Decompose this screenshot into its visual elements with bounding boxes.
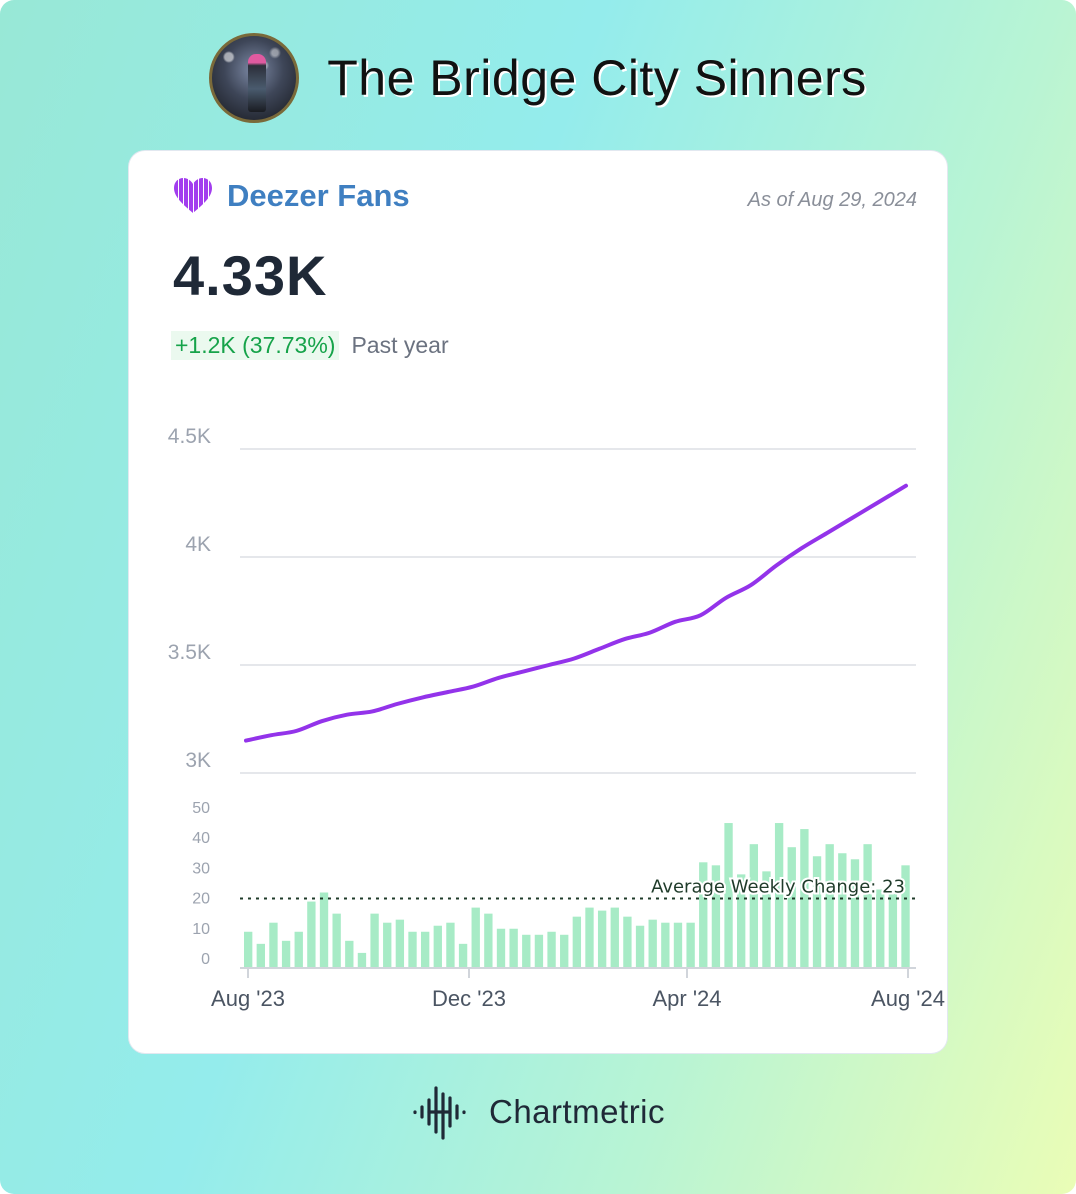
weekly-change-bar	[800, 829, 809, 968]
weekly-change-bar	[661, 922, 670, 968]
x-tick-label: Aug '24	[871, 986, 945, 1011]
bar-ytick-label: 50	[192, 800, 210, 817]
weekly-change-bar	[370, 913, 379, 968]
weekly-change-bar	[787, 847, 796, 968]
x-tick-label: Dec '23	[432, 986, 506, 1011]
change-badge: +1.2K (37.73%)	[171, 331, 340, 360]
weekly-change-bar	[496, 928, 506, 968]
bar-ytick-label: 30	[192, 860, 210, 877]
weekly-change-bar	[686, 922, 695, 968]
fan-count-value: 4.33K	[173, 244, 328, 307]
weekly-change-bar	[269, 922, 278, 968]
weekly-change-bar	[711, 865, 721, 968]
brand-name: Chartmetric	[488, 1093, 666, 1130]
weekly-change-bar	[244, 931, 253, 968]
average-annotation: Average Weekly Change: 23	[651, 877, 905, 898]
line-ytick-label: 3K	[185, 749, 211, 772]
weekly-change-bar	[433, 925, 442, 968]
footer-brand: Chartmetric	[0, 1080, 1076, 1144]
weekly-change-bar	[838, 853, 847, 968]
weekly-change-bar	[395, 919, 405, 968]
weekly-change-bar	[737, 874, 746, 968]
weekly-change-bar	[408, 931, 417, 968]
weekly-change-bar	[585, 907, 594, 968]
weekly-change-bar	[534, 934, 544, 968]
metric-card: Deezer Fans As of Aug 29, 2024 4.33K +1.…	[129, 151, 947, 1053]
weekly-change-bar	[383, 922, 392, 968]
weekly-change-bar	[420, 931, 430, 968]
card-title-label: Deezer Fans	[227, 178, 410, 213]
bar-ytick-label: 0	[201, 951, 210, 968]
weekly-change-bar	[888, 889, 898, 968]
weekly-change-bar	[623, 916, 632, 968]
weekly-change-bar	[648, 919, 657, 968]
weekly-change-bar	[812, 856, 822, 968]
weekly-change-bar	[319, 892, 329, 968]
weekly-change-bar	[597, 910, 607, 968]
weekly-change-bar	[901, 865, 910, 968]
line-ytick-label: 4K	[185, 533, 211, 556]
artist-header: The Bridge City Sinners	[0, 28, 1076, 128]
weekly-change-bar	[281, 940, 291, 968]
change-row: +1.2K (37.73%) Past year	[171, 331, 449, 360]
as-of-date: As of Aug 29, 2024	[747, 189, 917, 211]
heart-bars-icon	[174, 178, 212, 213]
weekly-change-bar	[635, 925, 645, 968]
weekly-change-bar	[673, 922, 683, 968]
weekly-change-bar	[724, 823, 733, 968]
fans-chart: 3K 3.5K 4K 4.5K 0 10 20 30 40 50 Average Weekly Ch…	[168, 425, 945, 1011]
weekly-change-bar	[572, 916, 582, 968]
soundwave-icon	[413, 1086, 466, 1140]
weekly-change-bar	[699, 862, 708, 968]
weekly-change-bar	[749, 844, 759, 968]
line-ytick-label: 3.5K	[168, 641, 211, 664]
avatar-figure	[248, 54, 267, 112]
x-tick-label: Aug '23	[211, 986, 285, 1011]
weekly-change-bar	[458, 943, 468, 968]
bar-ytick-label: 20	[192, 891, 210, 908]
weekly-change-bar	[610, 907, 619, 968]
weekly-change-bar	[762, 871, 771, 968]
weekly-change-bar	[876, 889, 885, 968]
weekly-change-bar	[294, 931, 303, 968]
weekly-change-bar	[560, 934, 569, 968]
weekly-change-bar	[522, 934, 531, 968]
bar-ytick-label: 10	[192, 921, 210, 938]
weekly-change-bar	[357, 952, 367, 968]
fans-line-series	[244, 483, 908, 743]
weekly-change-bar	[774, 823, 784, 968]
weekly-change-bar	[446, 922, 455, 968]
bar-ytick-label: 40	[192, 830, 210, 847]
line-ytick-label: 4.5K	[168, 425, 211, 448]
x-tick-label: Apr '24	[652, 986, 721, 1011]
card-title: Deezer Fans	[173, 177, 410, 215]
weekly-change-bar	[850, 859, 860, 968]
weekly-change-bar	[509, 928, 518, 968]
weekly-change-bar	[307, 901, 316, 968]
weekly-change-bar	[345, 940, 354, 968]
weekly-change-bar	[256, 943, 265, 968]
weekly-change-bar	[547, 931, 556, 968]
weekly-change-bar	[825, 844, 834, 968]
artist-name: The Bridge City Sinners	[327, 50, 867, 106]
artist-avatar	[209, 33, 300, 123]
change-period: Past year	[351, 332, 449, 358]
weekly-change-bar	[332, 913, 341, 968]
weekly-change-bar	[484, 913, 493, 968]
weekly-change-bar	[471, 907, 480, 968]
weekly-change-bar	[863, 844, 872, 968]
